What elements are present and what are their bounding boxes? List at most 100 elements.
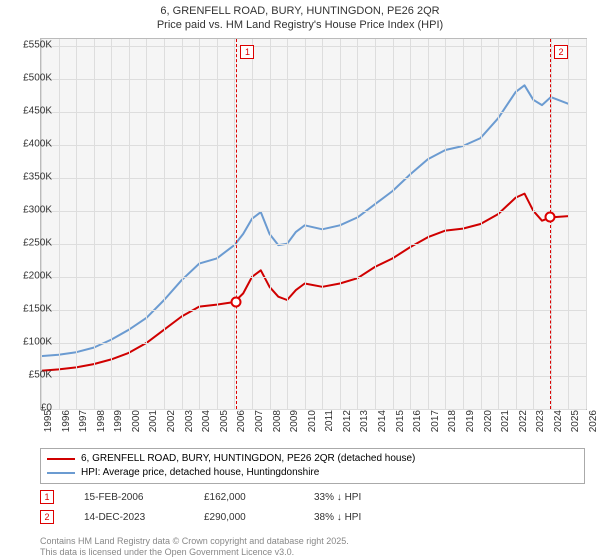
gridline-v xyxy=(428,39,429,409)
y-axis-label: £400K xyxy=(23,138,52,149)
title-line1: 6, GRENFELL ROAD, BURY, HUNTINGDON, PE26… xyxy=(0,4,600,18)
y-axis-label: £550K xyxy=(23,39,52,50)
gridline-v xyxy=(182,39,183,409)
x-axis-label: 2000 xyxy=(131,410,142,440)
gridline-v xyxy=(164,39,165,409)
sale-marker-1: 1 xyxy=(40,490,54,504)
gridline-h xyxy=(41,112,586,113)
gridline-v xyxy=(270,39,271,409)
x-axis-label: 2001 xyxy=(148,410,159,440)
y-axis-label: £300K xyxy=(23,204,52,215)
title-block: 6, GRENFELL ROAD, BURY, HUNTINGDON, PE26… xyxy=(0,0,600,33)
legend-row-property: 6, GRENFELL ROAD, BURY, HUNTINGDON, PE26… xyxy=(47,452,578,466)
y-axis-label: £100K xyxy=(23,336,52,347)
gridline-h xyxy=(41,310,586,311)
legend-swatch-property xyxy=(47,458,75,460)
x-axis-label: 2017 xyxy=(430,410,441,440)
gridline-h xyxy=(41,79,586,80)
x-axis-label: 2008 xyxy=(272,410,283,440)
gridline-v xyxy=(322,39,323,409)
x-axis-label: 2009 xyxy=(289,410,300,440)
sale-delta-2: 38% ↓ HPI xyxy=(314,512,361,523)
x-axis-label: 2006 xyxy=(236,410,247,440)
sale-price-1: £162,000 xyxy=(204,492,284,503)
x-axis-label: 2010 xyxy=(307,410,318,440)
x-axis-label: 1996 xyxy=(61,410,72,440)
x-axis-label: 2002 xyxy=(166,410,177,440)
gridline-v xyxy=(76,39,77,409)
x-axis-label: 2022 xyxy=(518,410,529,440)
x-axis-label: 1999 xyxy=(113,410,124,440)
x-axis-label: 2021 xyxy=(500,410,511,440)
gridline-v xyxy=(305,39,306,409)
gridline-v xyxy=(340,39,341,409)
gridline-v xyxy=(129,39,130,409)
chart-plot-area: 12 xyxy=(40,38,587,410)
y-axis-label: £50K xyxy=(29,369,52,380)
gridline-v xyxy=(252,39,253,409)
x-axis-label: 2012 xyxy=(342,410,353,440)
gridline-v xyxy=(410,39,411,409)
gridline-v xyxy=(234,39,235,409)
gridline-v xyxy=(498,39,499,409)
gridline-v xyxy=(481,39,482,409)
y-axis-label: £450K xyxy=(23,105,52,116)
x-axis-label: 2003 xyxy=(184,410,195,440)
sale-date-1: 15-FEB-2006 xyxy=(84,492,174,503)
footer-block: Contains HM Land Registry data © Crown c… xyxy=(40,536,349,558)
sale-marker-2: 2 xyxy=(40,510,54,524)
x-axis-label: 1997 xyxy=(78,410,89,440)
y-axis-label: £200K xyxy=(23,270,52,281)
event-marker: 1 xyxy=(240,45,254,59)
x-axis-label: 2005 xyxy=(219,410,230,440)
gridline-v xyxy=(59,39,60,409)
sale-delta-1: 33% ↓ HPI xyxy=(314,492,361,503)
gridline-v xyxy=(111,39,112,409)
gridline-v xyxy=(146,39,147,409)
y-axis-label: £150K xyxy=(23,303,52,314)
sale-price-2: £290,000 xyxy=(204,512,284,523)
y-axis-label: £500K xyxy=(23,72,52,83)
event-line xyxy=(550,39,551,409)
gridline-h xyxy=(41,244,586,245)
legend-box: 6, GRENFELL ROAD, BURY, HUNTINGDON, PE26… xyxy=(40,448,585,484)
legend-swatch-hpi xyxy=(47,472,75,474)
chart-container: 6, GRENFELL ROAD, BURY, HUNTINGDON, PE26… xyxy=(0,0,600,560)
sale-row-2: 2 14-DEC-2023 £290,000 38% ↓ HPI xyxy=(40,510,585,524)
gridline-v xyxy=(41,39,42,409)
event-marker: 2 xyxy=(554,45,568,59)
x-axis-label: 2019 xyxy=(465,410,476,440)
x-axis-label: 2016 xyxy=(412,410,423,440)
gridline-h xyxy=(41,343,586,344)
sale-point-dot xyxy=(544,212,555,223)
x-axis-label: 2020 xyxy=(483,410,494,440)
event-line xyxy=(236,39,237,409)
x-axis-label: 2026 xyxy=(588,410,599,440)
legend-text-property: 6, GRENFELL ROAD, BURY, HUNTINGDON, PE26… xyxy=(81,452,415,466)
x-axis-label: 2007 xyxy=(254,410,265,440)
x-axis-label: 2013 xyxy=(359,410,370,440)
sale-date-2: 14-DEC-2023 xyxy=(84,512,174,523)
y-axis-label: £250K xyxy=(23,237,52,248)
title-line2: Price paid vs. HM Land Registry's House … xyxy=(0,18,600,32)
gridline-v xyxy=(94,39,95,409)
gridline-v xyxy=(357,39,358,409)
x-axis-label: 1998 xyxy=(96,410,107,440)
gridline-h xyxy=(41,178,586,179)
legend-row-hpi: HPI: Average price, detached house, Hunt… xyxy=(47,466,578,480)
x-axis-label: 2014 xyxy=(377,410,388,440)
gridline-v xyxy=(375,39,376,409)
gridline-v xyxy=(199,39,200,409)
sale-point-dot xyxy=(231,296,242,307)
gridline-h xyxy=(41,211,586,212)
gridline-h xyxy=(41,46,586,47)
footer-line2: This data is licensed under the Open Gov… xyxy=(40,547,349,558)
gridline-v xyxy=(463,39,464,409)
x-axis-label: 2024 xyxy=(553,410,564,440)
y-axis-label: £350K xyxy=(23,171,52,182)
x-axis-label: 2023 xyxy=(535,410,546,440)
x-axis-label: 2018 xyxy=(447,410,458,440)
gridline-h xyxy=(41,376,586,377)
legend-text-hpi: HPI: Average price, detached house, Hunt… xyxy=(81,466,319,480)
x-axis-label: 2011 xyxy=(324,410,335,440)
